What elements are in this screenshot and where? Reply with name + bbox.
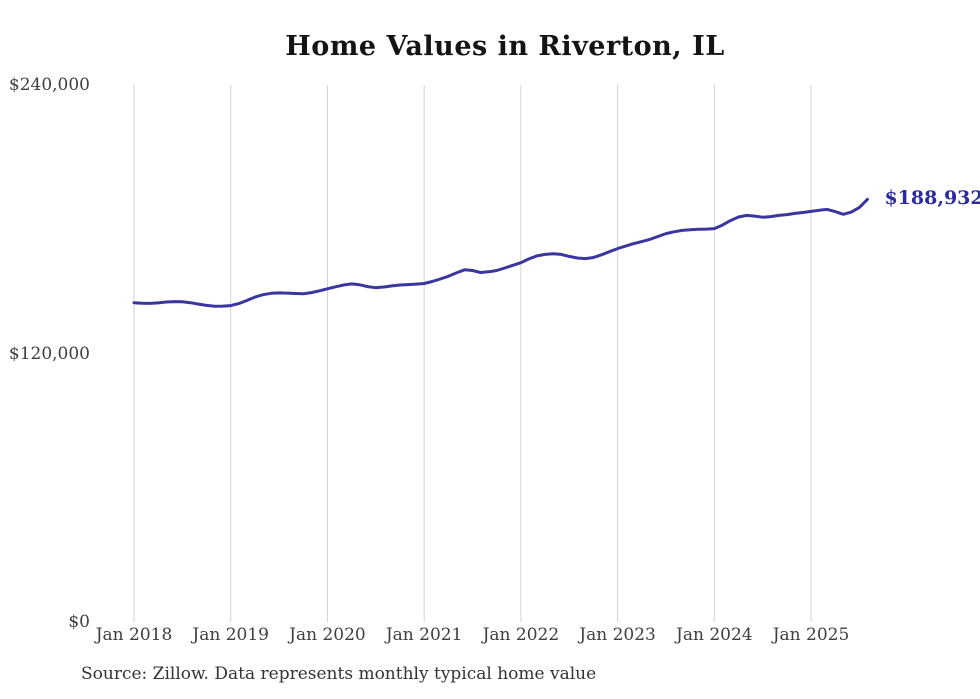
x-axis-tick-label: Jan 2023 [579,625,656,645]
y-axis-tick-label: $240,000 [8,75,90,95]
y-axis-tick-label: $0 [68,612,90,632]
end-value-label: $188,932 [884,187,980,210]
y-axis-tick-label: $120,000 [8,343,90,364]
chart-title: Home Values in Riverton, IL [285,31,725,62]
gridlines-group [133,85,812,622]
x-axis-tick-label: Jan 2019 [192,625,269,645]
x-axis-tick-label: Jan 2024 [676,625,753,645]
x-axis-tick-label: Jan 2020 [289,625,366,645]
x-axis-tick-label: Jan 2021 [385,625,463,645]
home-value-line [132,197,869,308]
x-axis-tick-label: Jan 2025 [772,625,850,645]
x-axis-tick-label: Jan 2018 [95,625,173,645]
x-axis-tick-label: Jan 2022 [482,625,560,645]
source-note: Source: Zillow. Data represents monthly … [81,664,597,684]
